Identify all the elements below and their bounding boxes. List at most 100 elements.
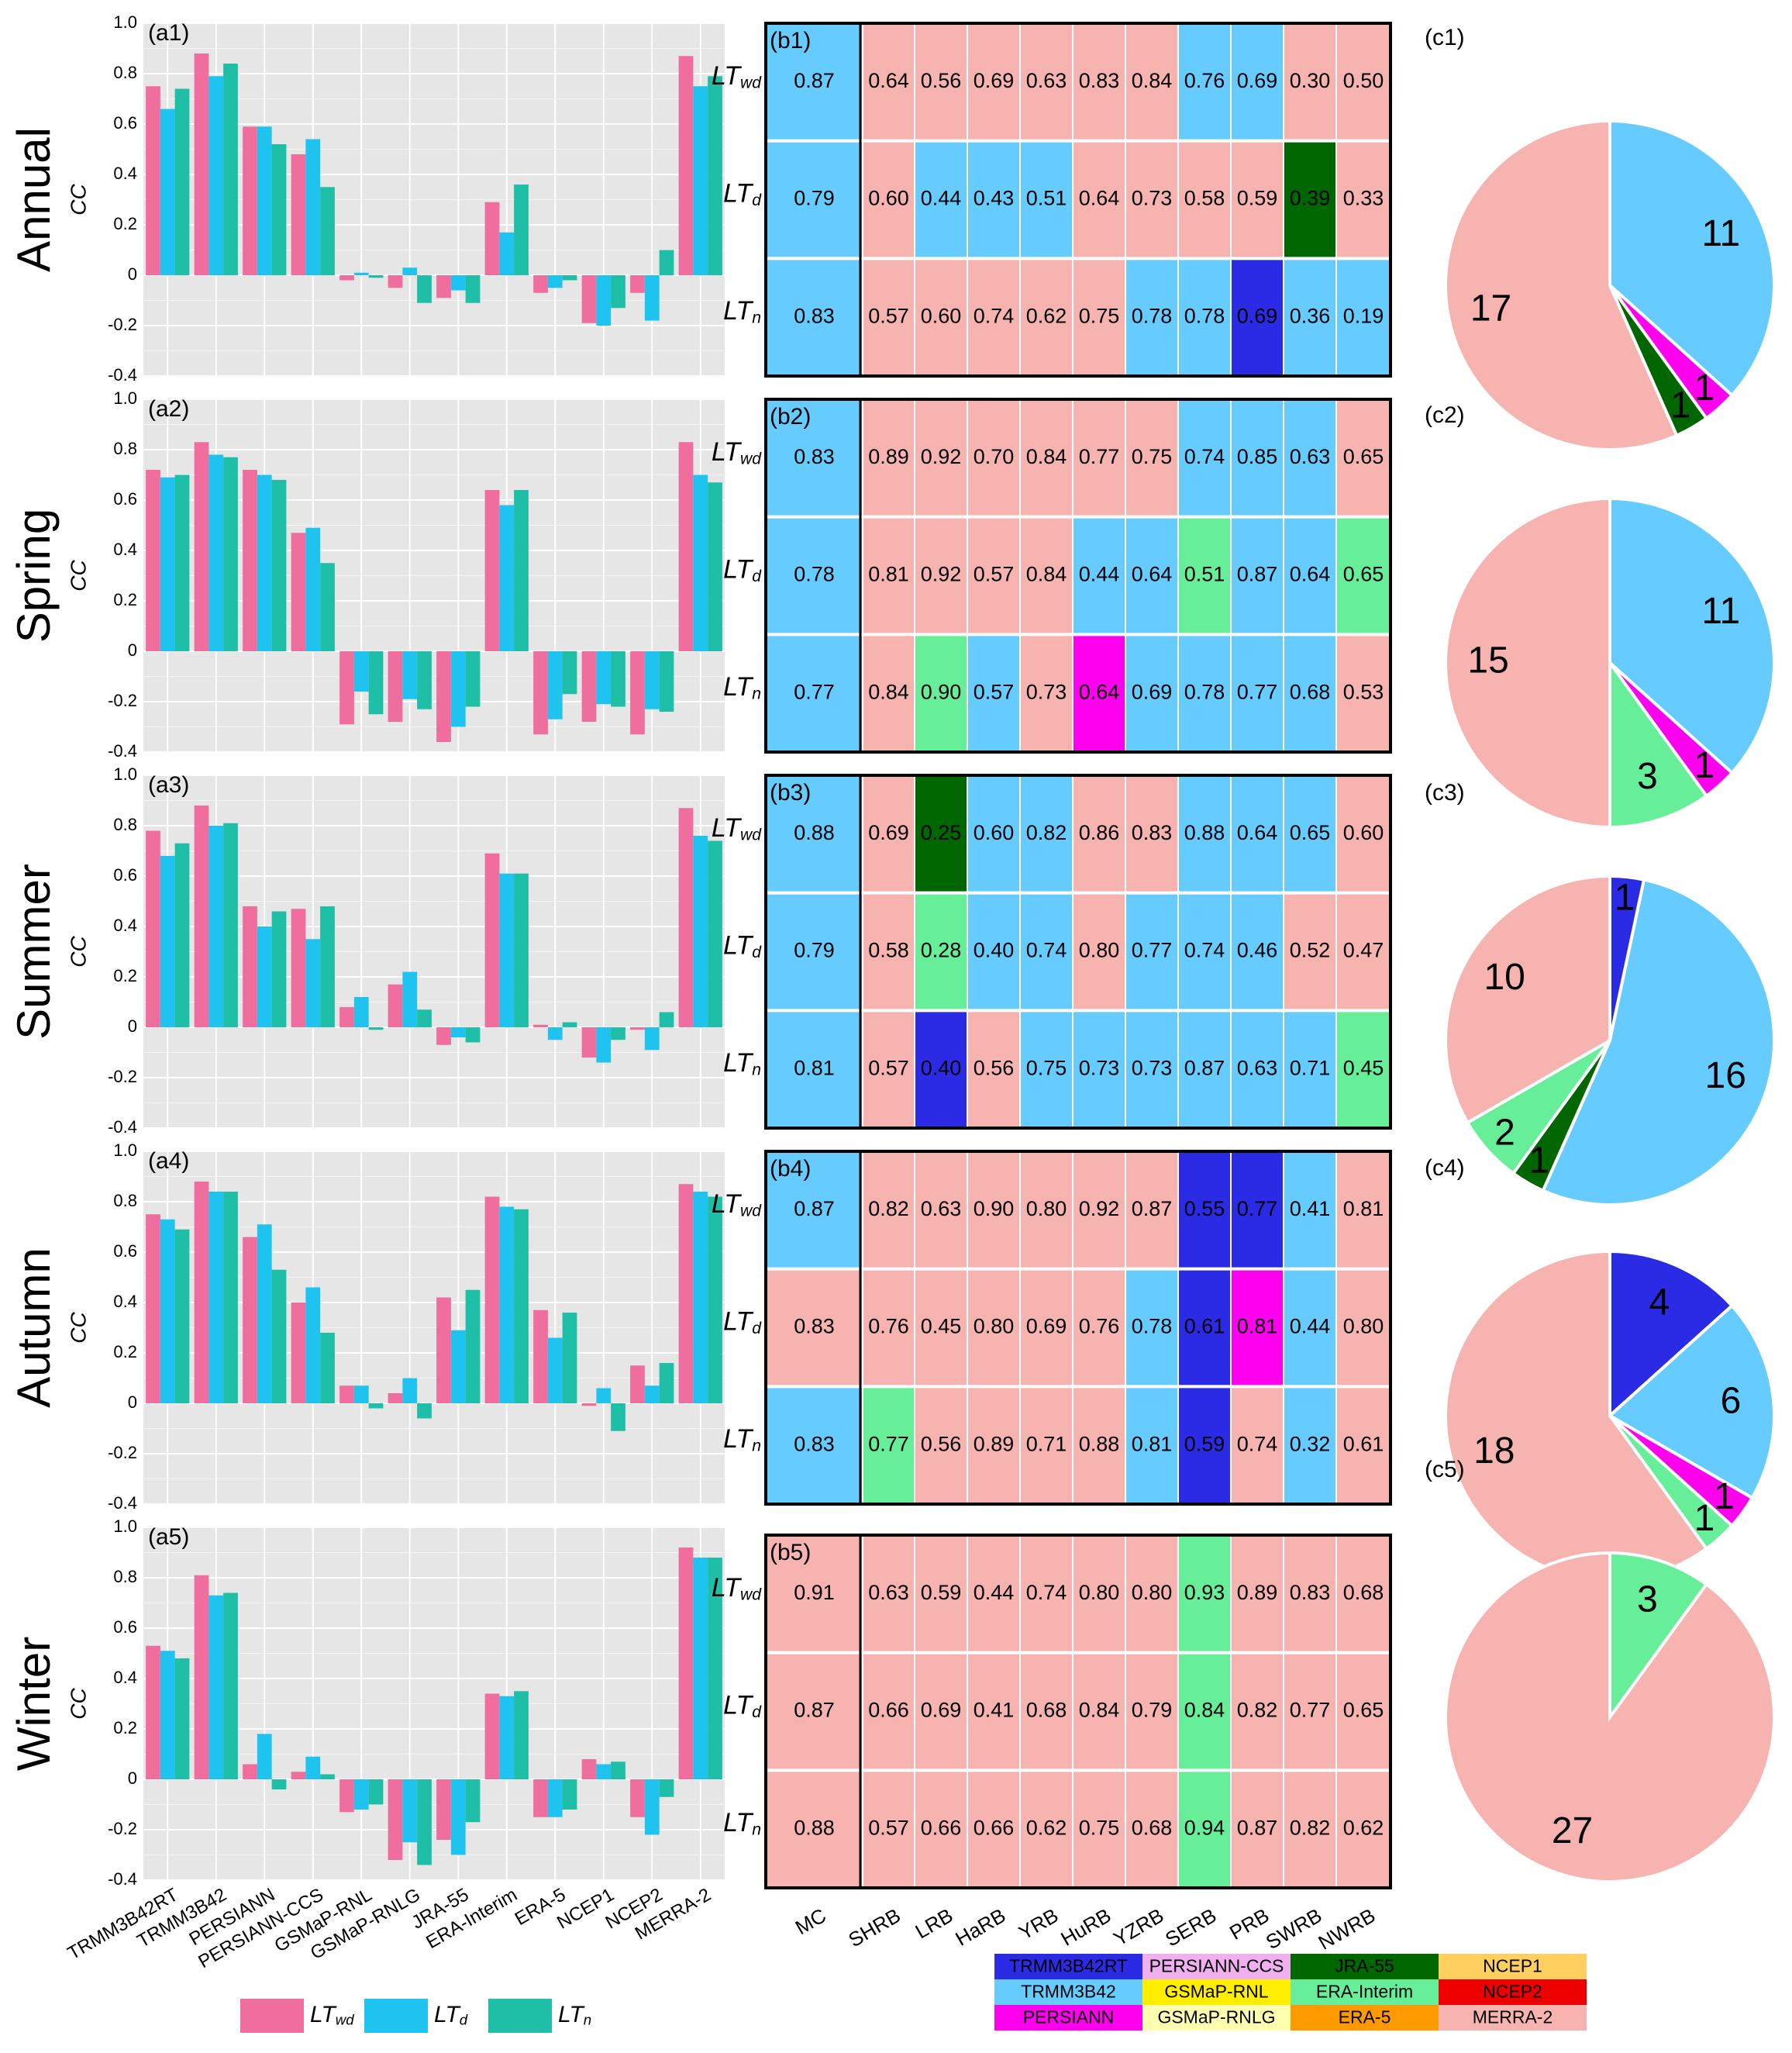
heat-value: 0.88 bbox=[1184, 821, 1225, 844]
panel-title: (b4) bbox=[770, 1156, 811, 1182]
heat-value: 0.81 bbox=[1237, 1315, 1278, 1338]
heat-value: 0.80 bbox=[974, 1315, 1015, 1338]
heat-value: 0.64 bbox=[1132, 563, 1173, 586]
bar-LTn-TRMM3B42 bbox=[223, 457, 238, 651]
pie-label: 18 bbox=[1473, 1430, 1515, 1472]
bar-LTwd-GSMaP-RNL bbox=[339, 275, 354, 281]
bar-LTn-NCEP1 bbox=[611, 275, 625, 309]
bar-LTwd-ERA-5 bbox=[533, 1024, 548, 1027]
heat-value: 0.83 bbox=[1079, 69, 1120, 92]
heat-cell-MC bbox=[766, 140, 863, 259]
heat-cell-MC bbox=[766, 1652, 863, 1771]
heat-value: 0.69 bbox=[868, 821, 909, 844]
heat-value: 0.88 bbox=[1079, 1432, 1120, 1455]
heat-cell-YRB bbox=[1020, 516, 1073, 635]
heat-cell-YZRB bbox=[1125, 1151, 1178, 1269]
heat-border bbox=[764, 1150, 1392, 1506]
bar-LTd-TRMM3B42RT bbox=[160, 1219, 175, 1403]
heat-value: 0.44 bbox=[1290, 1315, 1331, 1338]
panel-title: (c5) bbox=[1425, 1457, 1465, 1482]
heat-value: 0.63 bbox=[1290, 445, 1331, 468]
heat-cell-SWRB bbox=[1284, 23, 1336, 141]
heat-value: 0.57 bbox=[868, 304, 909, 327]
heat-cell-SWRB bbox=[1284, 892, 1336, 1011]
heat-value: 0.87 bbox=[1237, 563, 1278, 586]
heat-value: 0.62 bbox=[1343, 1816, 1384, 1839]
heat-cell-SHRB bbox=[863, 1268, 915, 1387]
bar-LTn-ERA-Interim bbox=[514, 1209, 529, 1403]
heat-value: 0.65 bbox=[1343, 1699, 1384, 1722]
heat-cell-HaRB bbox=[967, 634, 1020, 752]
heatmap-b5: 0.91 0.63 0.59 0.44 0.74 0.80 0.80 0.93 0.89 0.83… bbox=[712, 1534, 1392, 1889]
heat-value: 0.69 bbox=[1237, 304, 1278, 327]
heat-value: 0.82 bbox=[1237, 1699, 1278, 1722]
heat-x-label: HaRB bbox=[951, 1903, 1009, 1951]
heat-x-label: NWRB bbox=[1315, 1903, 1380, 1955]
heat-cell-NWRB bbox=[1336, 1010, 1391, 1128]
heat-value: 0.80 bbox=[1026, 1197, 1067, 1220]
heat-value: 0.80 bbox=[1079, 1581, 1120, 1604]
bar-LTn-JRA-55 bbox=[465, 1289, 481, 1403]
pie-c5: 3 27 (c5) bbox=[1425, 1457, 1776, 1883]
pie-label: 1 bbox=[1694, 1498, 1715, 1539]
bar-LTwd-NCEP2 bbox=[630, 1779, 645, 1817]
heat-cell-MC bbox=[766, 516, 863, 635]
heat-value: 0.77 bbox=[1237, 680, 1278, 703]
heat-value: 0.77 bbox=[1132, 939, 1173, 962]
product-label: ERA-5 bbox=[1339, 2007, 1391, 2027]
bar-LTwd-PERSIANN bbox=[243, 470, 257, 651]
heat-cell-YZRB bbox=[1125, 1770, 1178, 1888]
bar-LTn-MERRA-2 bbox=[708, 1196, 722, 1403]
bar-LTwd-GSMaP-RNLG bbox=[388, 1779, 403, 1860]
legend-swatch bbox=[488, 1999, 552, 2033]
heat-value: 0.71 bbox=[1026, 1432, 1067, 1455]
bar-LTwd-NCEP2 bbox=[630, 1365, 645, 1403]
heat-value: 0.87 bbox=[794, 1699, 835, 1722]
y-tick-label: 0.6 bbox=[113, 1617, 137, 1637]
bar-LTd-PERSIANN bbox=[257, 474, 272, 651]
heat-value: 0.83 bbox=[794, 304, 835, 327]
bar-LTd-NCEP1 bbox=[596, 1764, 612, 1779]
bar-LTd-TRMM3B42 bbox=[208, 826, 224, 1027]
y-tick-label: 0.2 bbox=[113, 1342, 137, 1361]
product-label: NCEP1 bbox=[1483, 1956, 1542, 1976]
heat-cell-LRB bbox=[915, 23, 967, 141]
bar-LTd-NCEP2 bbox=[644, 1385, 660, 1403]
bar-LTd-TRMM3B42 bbox=[208, 1595, 224, 1779]
bar-LTn-TRMM3B42RT bbox=[174, 1658, 190, 1779]
heat-value: 0.92 bbox=[921, 445, 962, 468]
bar-LTd-ERA-Interim bbox=[499, 873, 515, 1027]
heat-value: 0.53 bbox=[1343, 680, 1384, 703]
heat-value: 0.84 bbox=[1026, 445, 1067, 468]
heat-value: 0.40 bbox=[921, 1056, 962, 1079]
y-tick-label: 0.8 bbox=[113, 63, 137, 82]
heat-cell-SWRB bbox=[1284, 1151, 1336, 1269]
bar-LTwd-NCEP2 bbox=[630, 1027, 645, 1030]
heat-value: 0.81 bbox=[868, 563, 909, 586]
bar-LTn-NCEP2 bbox=[659, 1363, 674, 1403]
pie-label: 1 bbox=[1670, 385, 1691, 426]
heat-cell-SHRB bbox=[863, 1652, 915, 1771]
heat-value: 0.66 bbox=[868, 1699, 909, 1722]
heat-cell-HuRB bbox=[1073, 399, 1125, 517]
heat-cell-SERB bbox=[1178, 23, 1231, 141]
pie-label: 3 bbox=[1637, 1579, 1658, 1620]
heat-cell-YRB bbox=[1020, 1535, 1073, 1653]
heat-row-label: LTwd bbox=[712, 1573, 762, 1603]
panel-title: (a5) bbox=[148, 1524, 189, 1550]
heat-cell-PRB bbox=[1231, 399, 1284, 517]
heat-value: 0.36 bbox=[1290, 304, 1331, 327]
bar-LTd-ERA-5 bbox=[547, 1779, 563, 1817]
heat-value: 0.64 bbox=[1290, 563, 1331, 586]
heat-cell-YRB bbox=[1020, 1652, 1073, 1771]
bar-LTwd-PERSIANN bbox=[243, 1237, 257, 1403]
heat-value: 0.25 bbox=[921, 821, 962, 844]
heat-cell-MC bbox=[766, 23, 863, 141]
heat-row-label: LTwd bbox=[712, 437, 762, 468]
y-tick-label: 0.8 bbox=[113, 815, 137, 834]
heat-cell-HuRB bbox=[1073, 1386, 1125, 1504]
y-tick-label: 1.0 bbox=[113, 1140, 137, 1160]
heat-cell-SHRB bbox=[863, 140, 915, 259]
heat-value: 0.92 bbox=[921, 563, 962, 586]
